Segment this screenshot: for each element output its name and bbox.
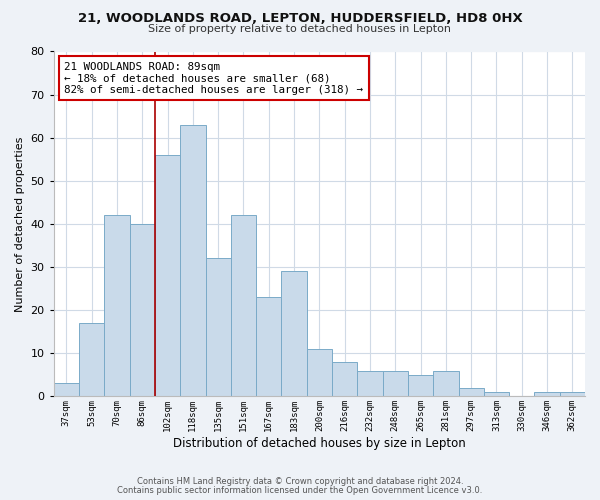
Bar bbox=[206, 258, 231, 396]
Bar bbox=[408, 375, 433, 396]
Bar bbox=[54, 384, 79, 396]
Bar bbox=[458, 388, 484, 396]
Bar bbox=[79, 323, 104, 396]
Bar bbox=[535, 392, 560, 396]
Bar bbox=[433, 370, 458, 396]
Bar bbox=[104, 216, 130, 396]
Bar bbox=[560, 392, 585, 396]
Bar bbox=[281, 272, 307, 396]
X-axis label: Distribution of detached houses by size in Lepton: Distribution of detached houses by size … bbox=[173, 437, 466, 450]
Bar bbox=[358, 370, 383, 396]
Text: 21, WOODLANDS ROAD, LEPTON, HUDDERSFIELD, HD8 0HX: 21, WOODLANDS ROAD, LEPTON, HUDDERSFIELD… bbox=[77, 12, 523, 26]
Bar bbox=[155, 155, 180, 396]
Bar bbox=[130, 224, 155, 396]
Bar bbox=[484, 392, 509, 396]
Bar bbox=[307, 349, 332, 397]
Text: Contains HM Land Registry data © Crown copyright and database right 2024.: Contains HM Land Registry data © Crown c… bbox=[137, 478, 463, 486]
Text: Size of property relative to detached houses in Lepton: Size of property relative to detached ho… bbox=[149, 24, 452, 34]
Bar bbox=[256, 298, 281, 396]
Bar bbox=[231, 216, 256, 396]
Text: Contains public sector information licensed under the Open Government Licence v3: Contains public sector information licen… bbox=[118, 486, 482, 495]
Bar bbox=[180, 125, 206, 396]
Y-axis label: Number of detached properties: Number of detached properties bbox=[15, 136, 25, 312]
Text: 21 WOODLANDS ROAD: 89sqm
← 18% of detached houses are smaller (68)
82% of semi-d: 21 WOODLANDS ROAD: 89sqm ← 18% of detach… bbox=[64, 62, 364, 95]
Bar bbox=[383, 370, 408, 396]
Bar bbox=[332, 362, 358, 396]
